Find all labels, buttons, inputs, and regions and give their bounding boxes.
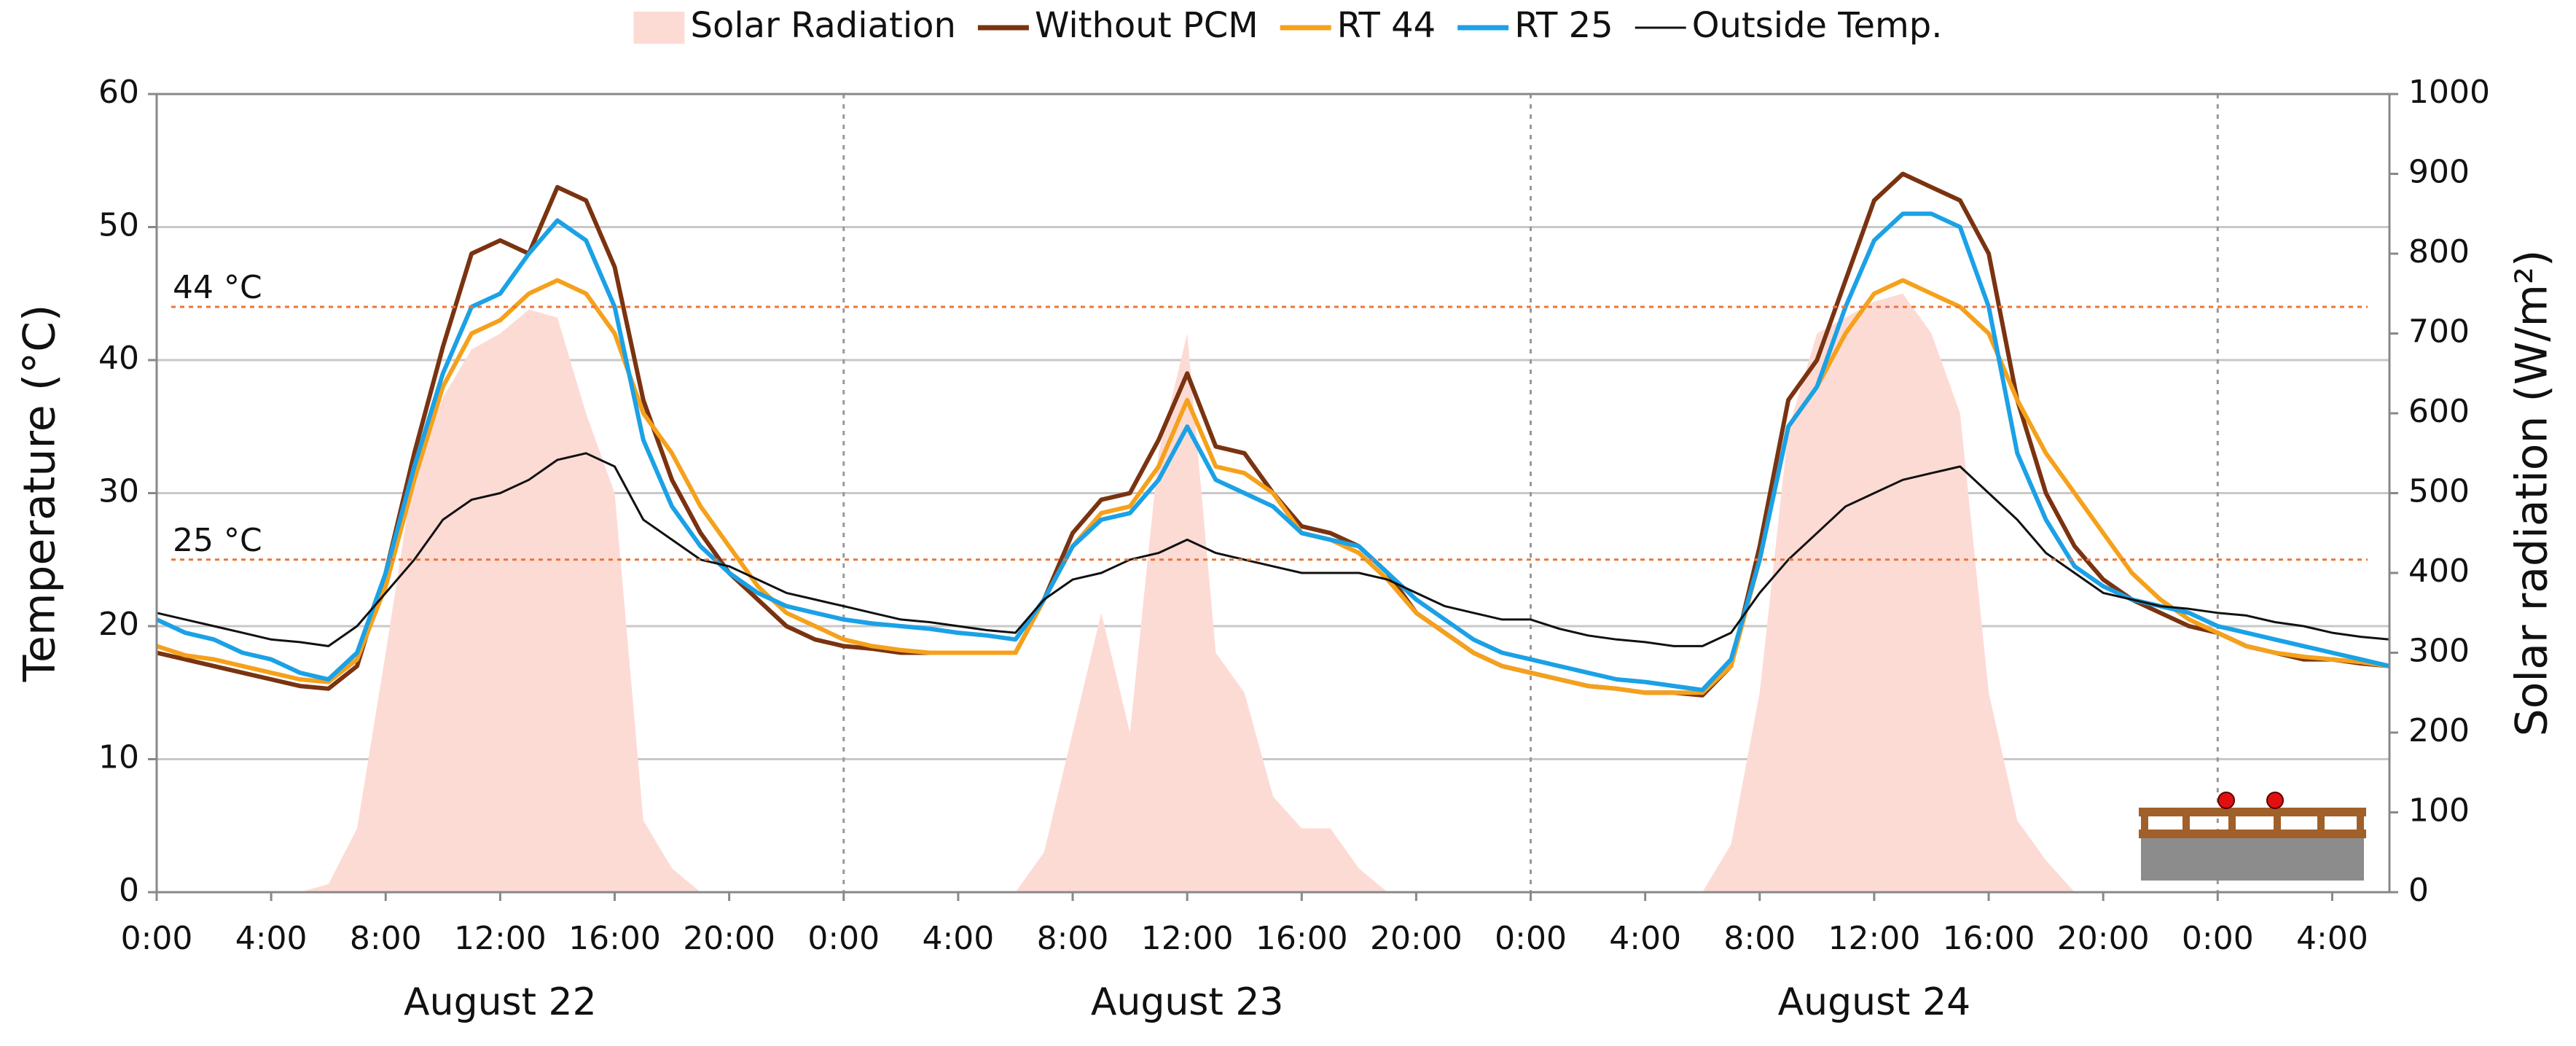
x-tick-label: 4:00: [2296, 920, 2368, 957]
reference-label: 25 °C: [173, 522, 262, 559]
x-tick-label: 4:00: [922, 920, 994, 957]
x-tick-label: 16:00: [1256, 920, 1348, 957]
legend-item: Solar Radiation: [633, 5, 956, 46]
y-axis-title: Temperature (°C): [15, 305, 66, 683]
legend-label: Without PCM: [1035, 5, 1258, 46]
y-tick-label: 10: [98, 739, 139, 776]
x-tick-label: 8:00: [350, 920, 422, 957]
y-tick-label: 20: [98, 606, 139, 643]
x-tick-label: 8:00: [1037, 920, 1109, 957]
y2-tick-label: 700: [2408, 313, 2470, 351]
series-line: [156, 452, 2390, 647]
legend-label: RT 25: [1514, 5, 1613, 46]
x-tick-label: 16:00: [568, 920, 661, 957]
day-label: August 23: [1091, 980, 1284, 1024]
day-label: August 24: [1778, 980, 1971, 1024]
x-tick-label: 8:00: [1723, 920, 1796, 957]
y2-tick-label: 400: [2408, 553, 2470, 590]
x-tick-label: 20:00: [2057, 920, 2150, 957]
y2-tick-label: 0: [2408, 872, 2429, 909]
plot-frame: [155, 93, 2391, 894]
x-tick-label: 4:00: [235, 920, 308, 957]
x-tick-label: 0:00: [807, 920, 880, 957]
x-tick-label: 12:00: [1141, 920, 1234, 957]
y-tick-label: 30: [98, 473, 139, 510]
reference-label: 44 °C: [173, 269, 262, 306]
y2-tick-label: 900: [2408, 154, 2470, 191]
series-line: [156, 278, 2390, 695]
legend-item: RT 25: [1457, 5, 1613, 46]
y2-tick-label: 500: [2408, 473, 2470, 510]
legend-item: RT 44: [1280, 5, 1436, 46]
x-tick-label: 12:00: [454, 920, 547, 957]
y2-tick-label: 800: [2408, 233, 2470, 270]
legend-item: Without PCM: [977, 5, 1258, 46]
y2-tick-label: 100: [2408, 792, 2470, 830]
x-tick-label: 12:00: [1828, 920, 1921, 957]
y2-axis-title: Solar radiation (W/m²): [2507, 250, 2558, 737]
x-tick-label: 0:00: [2182, 920, 2254, 957]
y-tick-label: 0: [119, 872, 139, 909]
y-tick-label: 40: [98, 340, 139, 377]
x-tick-label: 16:00: [1943, 920, 2035, 957]
legend-item: Outside Temp.: [1635, 5, 1943, 46]
series-line: [155, 211, 2390, 692]
day-label: August 22: [404, 980, 597, 1024]
x-tick-label: 4:00: [1609, 920, 1681, 957]
legend: Solar Radiation Without PCM RT 44 RT 25 Outs…: [633, 5, 1943, 46]
x-tick-label: 0:00: [1495, 920, 1567, 957]
y-tick-label: 50: [98, 207, 139, 244]
legend-label: RT 44: [1337, 5, 1436, 46]
solar-area: [157, 293, 2389, 892]
x-tick-label: 20:00: [1370, 920, 1463, 957]
legend-swatch: [633, 12, 685, 44]
x-tick-label: 20:00: [683, 920, 775, 957]
sample-icon: [2139, 792, 2366, 881]
y-tick-label: 60: [98, 74, 139, 111]
legend-label: Outside Temp.: [1692, 5, 1943, 46]
y2-tick-label: 1000: [2408, 74, 2490, 111]
y2-tick-label: 300: [2408, 633, 2470, 670]
legend-label: Solar Radiation: [690, 5, 955, 46]
y2-tick-label: 600: [2408, 393, 2470, 430]
y2-tick-label: 200: [2408, 712, 2470, 749]
x-tick-label: 0:00: [121, 920, 193, 957]
